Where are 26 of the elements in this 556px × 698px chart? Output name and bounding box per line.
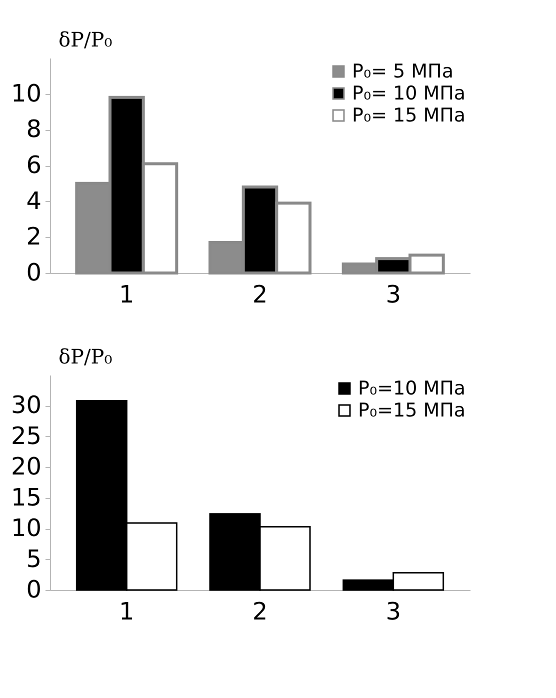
- legend-label: P₀= 10 МПа: [352, 82, 466, 104]
- y-tick-label: 10: [10, 514, 42, 542]
- x-tick-label: 1: [119, 280, 134, 308]
- y-tick-label: 30: [10, 391, 42, 420]
- y-tick-label: 20: [10, 452, 42, 481]
- x-tick-label: 1: [119, 598, 134, 626]
- legend-label: P₀=10 МПа: [358, 378, 466, 400]
- x-tick-label: 2: [252, 598, 268, 626]
- y-tick-label: 10: [10, 79, 42, 108]
- x-tick-label: 3: [386, 598, 401, 626]
- y-tick-label: 6: [26, 151, 42, 179]
- y-tick-label: 4: [26, 186, 42, 215]
- legend-label: P₀= 15 МПа: [352, 104, 466, 126]
- y-tick-label: 5: [26, 544, 42, 573]
- legend-label: P₀= 5 МПа: [352, 60, 454, 82]
- x-tick-label: 3: [386, 280, 401, 308]
- legend-label: P₀=15 МПа: [358, 400, 466, 422]
- x-tick-label: 2: [252, 280, 268, 308]
- y-tick-label: 8: [26, 115, 42, 144]
- y-axis-title: δP/P₀: [58, 28, 112, 52]
- y-tick-label: 15: [10, 483, 42, 512]
- y-axis-title: δP/P₀: [58, 344, 112, 368]
- y-tick-label: 0: [26, 576, 42, 604]
- y-tick-label: 0: [26, 258, 42, 286]
- y-tick-label: 2: [26, 222, 42, 251]
- y-tick-label: 25: [10, 422, 42, 450]
